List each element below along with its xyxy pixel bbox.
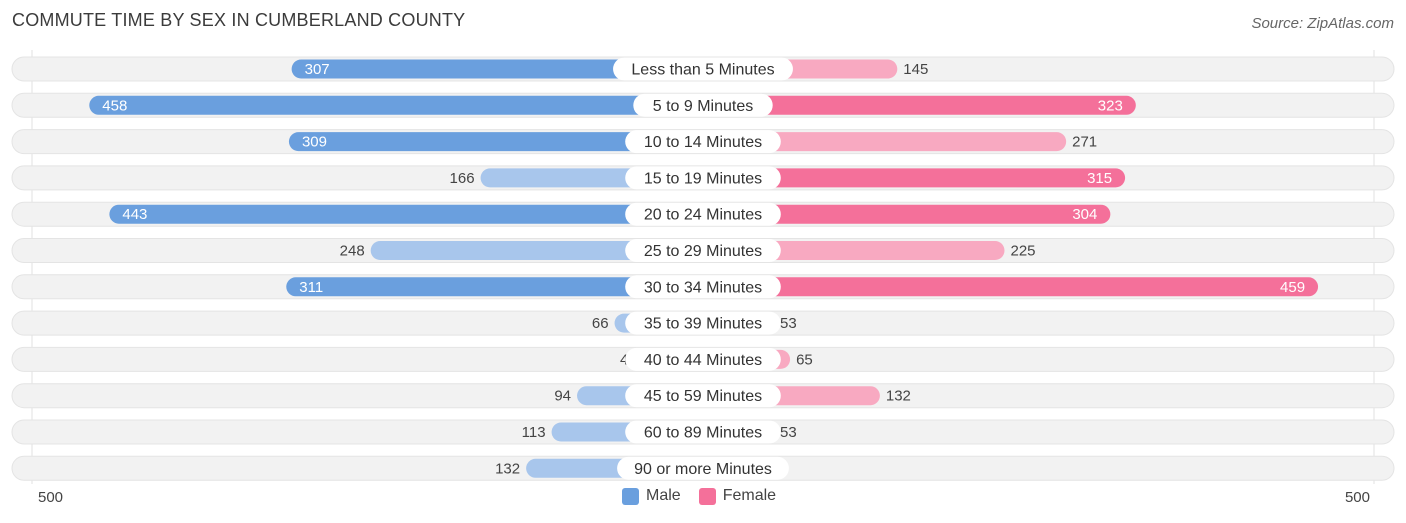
- value-label-female: 65: [796, 351, 813, 368]
- category-label: 60 to 89 Minutes: [644, 425, 762, 442]
- value-label-male: 458: [102, 97, 127, 114]
- category-label: 30 to 34 Minutes: [644, 279, 762, 296]
- value-label-female: 145: [903, 61, 928, 78]
- category-label: 20 to 24 Minutes: [644, 207, 762, 224]
- bar-female: [703, 204, 1111, 224]
- value-label-male: 309: [302, 134, 327, 151]
- category-pill: [625, 347, 781, 371]
- value-label-female: 271: [1072, 134, 1097, 151]
- axis-label-right: 500: [1344, 489, 1370, 506]
- category-pill: [625, 311, 781, 335]
- bar-male: [291, 59, 703, 79]
- category-pill: [625, 130, 781, 154]
- legend-swatch-male: [622, 487, 639, 505]
- source-label: Source: ZipAtlas.com: [1251, 15, 1394, 32]
- category-pill: [625, 384, 781, 408]
- category-label: 35 to 39 Minutes: [644, 316, 762, 333]
- category-pill: [617, 456, 789, 480]
- bar-female: [703, 277, 1319, 297]
- category-pill: [633, 93, 773, 117]
- bar-male: [370, 241, 703, 260]
- value-label-female: 132: [886, 388, 911, 405]
- value-label-female: 323: [1098, 97, 1123, 114]
- bar-female: [703, 95, 1136, 115]
- category-label: 45 to 59 Minutes: [644, 388, 762, 405]
- legend-item-female: Female: [698, 487, 777, 505]
- category-label: 25 to 29 Minutes: [644, 243, 762, 260]
- legend-label-male: Male: [646, 487, 681, 504]
- bar-female: [703, 132, 1067, 152]
- category-pill: [625, 420, 781, 444]
- category-label: 5 to 9 Minutes: [653, 98, 754, 115]
- bar-male: [286, 277, 703, 297]
- bar-male: [109, 204, 703, 224]
- legend-label-female: Female: [722, 487, 777, 504]
- legend-swatch-female: [698, 487, 716, 505]
- category-pill: [613, 57, 793, 81]
- value-label-female: 53: [780, 424, 797, 441]
- value-label-female: 315: [1087, 170, 1112, 187]
- value-label-female: 459: [1280, 279, 1305, 296]
- axis-label-left: 500: [38, 489, 64, 506]
- value-label-male: 248: [340, 243, 365, 260]
- category-pill: [625, 275, 781, 299]
- legend: Male Female: [622, 487, 794, 505]
- category-label: 10 to 14 Minutes: [644, 134, 762, 151]
- value-label-male: 443: [122, 206, 147, 223]
- bar-female: [703, 168, 1126, 188]
- chart-canvas: 307 145 Less than 5 Minutes 458 323 5 to 9 Mi…: [11, 50, 1395, 484]
- value-label-male: 66: [592, 315, 609, 332]
- bar-male: [288, 132, 703, 152]
- category-label: 40 to 44 Minutes: [644, 352, 762, 369]
- category-label: 15 to 19 Minutes: [644, 170, 762, 187]
- value-label-male: 113: [522, 424, 546, 441]
- category-label: Less than 5 Minutes: [631, 62, 774, 79]
- value-label-male: 94: [554, 388, 571, 405]
- value-label-female: 304: [1072, 206, 1097, 223]
- value-label-male: 311: [299, 279, 323, 296]
- value-label-female: 225: [1011, 243, 1036, 260]
- bar-male: [89, 95, 703, 115]
- category-label: 90 or more Minutes: [634, 461, 772, 478]
- value-label-female: 53: [780, 315, 797, 332]
- value-label-male: 132: [495, 460, 520, 477]
- category-pill: [625, 239, 781, 262]
- value-label-male: 166: [450, 170, 475, 187]
- legend-item-male: Male: [622, 487, 681, 505]
- chart-title: COMMUTE TIME BY SEX IN CUMBERLAND COUNTY: [12, 10, 466, 30]
- value-label-male: 307: [305, 61, 330, 78]
- category-pill: [625, 202, 781, 226]
- category-pill: [625, 166, 781, 190]
